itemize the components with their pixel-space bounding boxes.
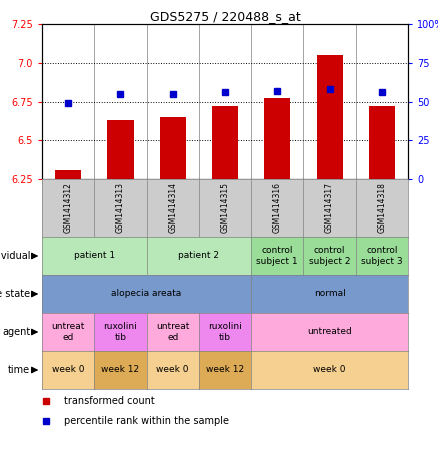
Bar [159, 117, 186, 179]
Text: ruxolini
tib: ruxolini tib [208, 322, 242, 342]
Text: GSM1414318: GSM1414318 [378, 182, 386, 233]
Bar [369, 106, 395, 179]
Text: GSM1414315: GSM1414315 [220, 182, 230, 233]
Text: disease state: disease state [0, 289, 30, 299]
Text: GSM1414314: GSM1414314 [168, 182, 177, 233]
Text: week 12: week 12 [101, 366, 139, 375]
Text: week 0: week 0 [313, 366, 346, 375]
Text: untreated: untreated [307, 328, 352, 337]
Text: patient 2: patient 2 [178, 251, 219, 260]
Text: normal: normal [314, 289, 346, 299]
Bar [55, 170, 81, 179]
Text: transformed count: transformed count [64, 396, 155, 406]
Text: control
subject 3: control subject 3 [361, 246, 403, 266]
Text: week 12: week 12 [206, 366, 244, 375]
Text: control
subject 1: control subject 1 [257, 246, 298, 266]
Text: control
subject 2: control subject 2 [309, 246, 350, 266]
Text: agent: agent [2, 327, 30, 337]
Text: patient 1: patient 1 [74, 251, 115, 260]
Text: ruxolini
tib: ruxolini tib [103, 322, 137, 342]
Text: untreat
ed: untreat ed [51, 322, 85, 342]
Text: GSM1414317: GSM1414317 [325, 182, 334, 233]
Text: untreat
ed: untreat ed [156, 322, 189, 342]
Text: week 0: week 0 [156, 366, 189, 375]
Text: GSM1414316: GSM1414316 [273, 182, 282, 233]
Text: alopecia areata: alopecia areata [111, 289, 182, 299]
Text: GSM1414313: GSM1414313 [116, 182, 125, 233]
Text: time: time [8, 365, 30, 375]
Bar [317, 55, 343, 179]
Title: GDS5275 / 220488_s_at: GDS5275 / 220488_s_at [150, 10, 300, 23]
Text: GSM1414312: GSM1414312 [64, 182, 73, 233]
Bar [212, 106, 238, 179]
Bar [107, 120, 134, 179]
Text: week 0: week 0 [52, 366, 85, 375]
Bar [264, 98, 290, 179]
Text: percentile rank within the sample: percentile rank within the sample [64, 416, 229, 426]
Text: individual: individual [0, 251, 30, 261]
